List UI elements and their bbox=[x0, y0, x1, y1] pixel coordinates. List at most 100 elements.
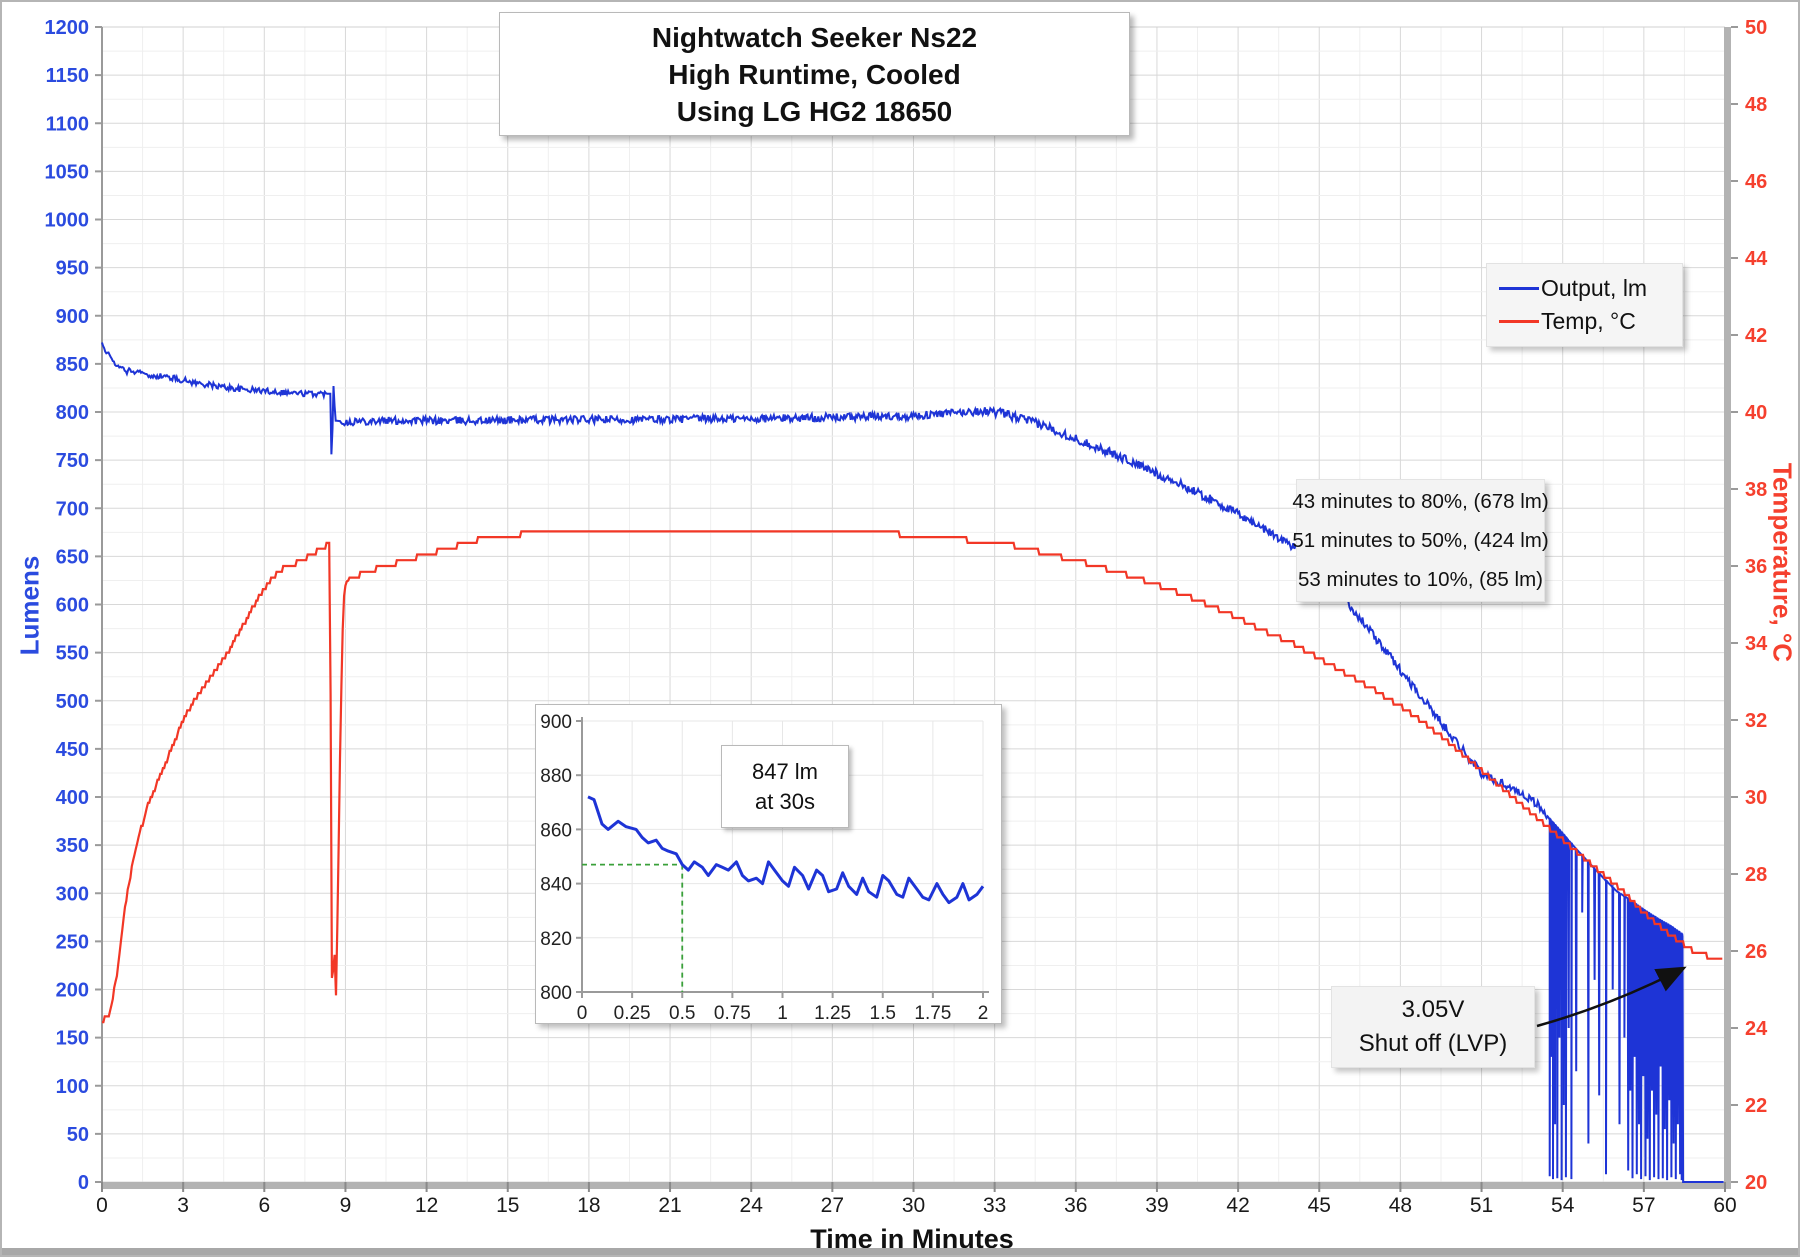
legend-item-temp: Temp, °C bbox=[1499, 308, 1682, 335]
svg-text:42: 42 bbox=[1745, 325, 1767, 347]
temp-line-swatch bbox=[1499, 320, 1539, 324]
svg-text:18: 18 bbox=[577, 1194, 600, 1217]
svg-text:300: 300 bbox=[56, 883, 89, 905]
svg-text:42: 42 bbox=[1226, 1194, 1249, 1217]
svg-text:1.25: 1.25 bbox=[814, 1003, 851, 1022]
svg-text:26: 26 bbox=[1745, 941, 1767, 963]
chart-title-line2: High Runtime, Cooled bbox=[668, 58, 961, 90]
svg-text:6: 6 bbox=[258, 1194, 270, 1217]
svg-text:40: 40 bbox=[1745, 402, 1767, 424]
inset-axes: 800 820 840 860 880 900 0 0.25 0.5 0.75 1 1.25 1.5 1.… bbox=[540, 712, 989, 1022]
svg-text:38: 38 bbox=[1745, 479, 1767, 501]
svg-text:51: 51 bbox=[1470, 1194, 1493, 1217]
svg-text:1.5: 1.5 bbox=[870, 1003, 896, 1022]
legend-label-output: Output, lm bbox=[1541, 274, 1648, 301]
svg-text:36: 36 bbox=[1745, 556, 1767, 578]
svg-text:250: 250 bbox=[56, 931, 89, 953]
svg-text:650: 650 bbox=[56, 546, 89, 568]
svg-text:30: 30 bbox=[902, 1194, 925, 1217]
runtime-line-80pct: 43 minutes to 80%, (678 lm) bbox=[1292, 490, 1549, 513]
inset-marker-dashes bbox=[582, 863, 684, 992]
inset-output-line bbox=[587, 795, 985, 905]
inset-chart-svg: 800 820 840 860 880 900 0 0.25 0.5 0.75 1 1.25 1.5 1.… bbox=[540, 712, 989, 1022]
svg-text:50: 50 bbox=[67, 1124, 89, 1146]
svg-text:15: 15 bbox=[496, 1194, 519, 1217]
svg-text:27: 27 bbox=[821, 1194, 844, 1217]
svg-text:700: 700 bbox=[56, 498, 89, 520]
svg-text:600: 600 bbox=[56, 595, 89, 617]
svg-text:45: 45 bbox=[1308, 1194, 1331, 1217]
svg-text:12: 12 bbox=[415, 1194, 438, 1217]
svg-text:800: 800 bbox=[56, 402, 89, 424]
svg-text:30: 30 bbox=[1745, 787, 1767, 809]
svg-text:54: 54 bbox=[1551, 1194, 1575, 1217]
svg-text:24: 24 bbox=[740, 1194, 764, 1217]
svg-text:36: 36 bbox=[1064, 1194, 1087, 1217]
svg-text:880: 880 bbox=[540, 766, 572, 787]
svg-text:0: 0 bbox=[577, 1003, 588, 1022]
svg-text:44: 44 bbox=[1745, 248, 1768, 270]
svg-text:900: 900 bbox=[540, 712, 572, 733]
y-left-axis-title: Lumens bbox=[14, 555, 45, 656]
svg-text:46: 46 bbox=[1745, 171, 1767, 193]
runtime-line-50pct: 51 minutes to 50%, (424 lm) bbox=[1292, 529, 1549, 552]
svg-text:39: 39 bbox=[1145, 1194, 1168, 1217]
inset-chart: 800 820 840 860 880 900 0 0.25 0.5 0.75 1 1.25 1.5 1.… bbox=[535, 704, 1002, 1024]
temp-line-series bbox=[102, 530, 1723, 1024]
inset-callout-box: 847 lm at 30s bbox=[721, 745, 849, 828]
svg-text:60: 60 bbox=[1713, 1194, 1736, 1217]
inset-gridlines bbox=[581, 720, 984, 993]
y-right-axis-title: Temperature, °C bbox=[1767, 462, 1798, 663]
chart-title-line3: Using LG HG2 18650 bbox=[676, 95, 953, 127]
legend: Output, lm Temp, °C bbox=[1486, 263, 1683, 347]
callout-lumens: 847 lm bbox=[751, 758, 819, 784]
svg-text:1: 1 bbox=[777, 1003, 788, 1022]
svg-text:0.25: 0.25 bbox=[614, 1003, 651, 1022]
svg-text:150: 150 bbox=[56, 1028, 89, 1050]
svg-text:1050: 1050 bbox=[45, 161, 90, 183]
svg-text:1000: 1000 bbox=[45, 210, 90, 232]
svg-text:950: 950 bbox=[56, 258, 89, 280]
svg-text:800: 800 bbox=[540, 983, 572, 1004]
legend-label-temp: Temp, °C bbox=[1541, 308, 1636, 335]
chart-title-line1: Nightwatch Seeker Ns22 bbox=[651, 21, 978, 53]
legend-item-output: Output, lm bbox=[1499, 275, 1682, 302]
svg-text:21: 21 bbox=[658, 1194, 681, 1217]
svg-text:48: 48 bbox=[1745, 94, 1767, 116]
svg-text:28: 28 bbox=[1745, 864, 1767, 886]
svg-text:22: 22 bbox=[1745, 1095, 1767, 1117]
svg-text:9: 9 bbox=[340, 1194, 352, 1217]
svg-text:750: 750 bbox=[56, 450, 89, 472]
svg-text:1100: 1100 bbox=[46, 113, 89, 135]
svg-text:860: 860 bbox=[540, 820, 572, 841]
svg-text:3: 3 bbox=[177, 1194, 189, 1217]
svg-text:33: 33 bbox=[983, 1194, 1006, 1217]
svg-text:0.5: 0.5 bbox=[669, 1003, 695, 1022]
axis-ticks-and-labels: 0501001502002503003504004505005506006507… bbox=[45, 17, 1769, 1217]
lvp-shutoff: Shut off (LVP) bbox=[1358, 1030, 1508, 1057]
output-line-swatch bbox=[1499, 286, 1539, 290]
svg-text:900: 900 bbox=[56, 306, 89, 328]
svg-text:100: 100 bbox=[56, 1076, 89, 1098]
svg-text:200: 200 bbox=[56, 980, 89, 1002]
svg-text:57: 57 bbox=[1632, 1194, 1655, 1217]
lvp-arrow bbox=[1536, 966, 1687, 1028]
lvp-annotation-box: 3.05V Shut off (LVP) bbox=[1331, 986, 1535, 1068]
svg-text:24: 24 bbox=[1745, 1018, 1768, 1040]
window-bottom-edge bbox=[2, 1248, 1798, 1255]
svg-text:48: 48 bbox=[1389, 1194, 1412, 1217]
runtime-line-10pct: 53 minutes to 10%, (85 lm) bbox=[1298, 568, 1543, 591]
callout-time: at 30s bbox=[755, 788, 815, 814]
svg-text:0.75: 0.75 bbox=[714, 1003, 751, 1022]
lvp-voltage: 3.05V bbox=[1401, 996, 1465, 1023]
svg-text:850: 850 bbox=[56, 354, 89, 376]
output-line-series bbox=[101, 342, 1724, 1183]
svg-text:450: 450 bbox=[56, 739, 89, 761]
svg-text:550: 550 bbox=[56, 643, 89, 665]
svg-text:34: 34 bbox=[1745, 633, 1768, 655]
svg-text:20: 20 bbox=[1745, 1172, 1767, 1194]
svg-text:50: 50 bbox=[1745, 17, 1767, 39]
svg-text:400: 400 bbox=[56, 787, 89, 809]
